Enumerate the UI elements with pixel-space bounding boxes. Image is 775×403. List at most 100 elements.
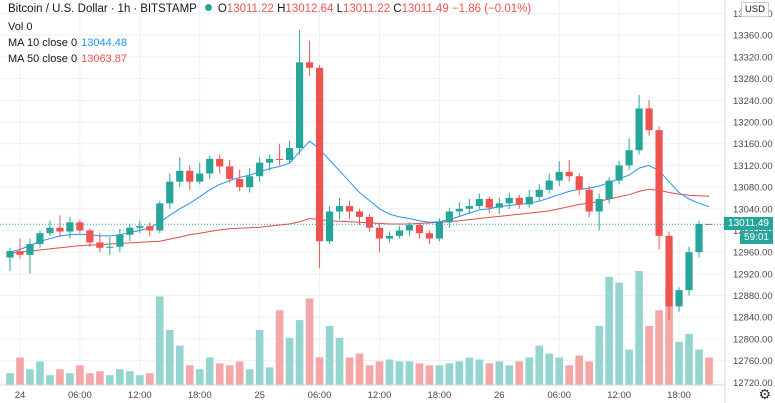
candle-body[interactable] <box>236 178 244 188</box>
candle-body[interactable] <box>186 170 194 182</box>
currency-label[interactable]: USD <box>740 2 769 17</box>
price-tick-label: 12920.00 <box>733 269 773 280</box>
candle-body[interactable] <box>216 158 224 167</box>
candle-body[interactable] <box>505 197 513 204</box>
candle-body[interactable] <box>206 158 214 174</box>
candle-body[interactable] <box>96 242 104 248</box>
volume-bar <box>36 361 44 385</box>
candle-body[interactable] <box>395 230 404 236</box>
candle-body[interactable] <box>555 171 563 181</box>
indicator-ma10[interactable]: MA 10 close 0 13044.48 <box>8 37 127 49</box>
candle-body[interactable] <box>575 176 583 190</box>
candle-body[interactable] <box>485 199 493 208</box>
candle-body[interactable] <box>625 150 633 166</box>
candle-body[interactable] <box>36 233 44 245</box>
volume-bar <box>56 369 64 385</box>
candle-body[interactable] <box>246 176 254 188</box>
candle-body[interactable] <box>56 227 64 232</box>
candle-body[interactable] <box>305 62 314 68</box>
candle-body[interactable] <box>675 290 683 307</box>
candle-body[interactable] <box>355 211 364 217</box>
volume-bar <box>505 365 514 385</box>
candle-body[interactable] <box>66 222 74 232</box>
candle-body[interactable] <box>176 170 184 182</box>
candle-body[interactable] <box>595 199 603 212</box>
candle-body[interactable] <box>565 171 573 177</box>
candle-body[interactable] <box>146 226 154 231</box>
candle-body[interactable] <box>445 211 453 223</box>
candle-body[interactable] <box>86 230 94 243</box>
candle-body[interactable] <box>26 244 34 255</box>
candle-body[interactable] <box>126 227 134 235</box>
price-tick-label: 13200.00 <box>733 118 773 129</box>
candle-body[interactable] <box>286 148 294 160</box>
candle-body[interactable] <box>465 206 473 209</box>
symbol-header: Bitcoin / U.S. Dollar · 1h · BITSTAMP O13011.… <box>8 3 532 15</box>
candle-body[interactable] <box>415 225 424 234</box>
candle-body[interactable] <box>46 227 54 234</box>
candle-body[interactable] <box>405 225 414 231</box>
candle-body[interactable] <box>425 233 433 239</box>
interval-label[interactable]: 1h <box>117 3 131 15</box>
volume-bar <box>255 329 264 385</box>
volume-bar <box>705 357 713 385</box>
volume-bar <box>26 369 34 385</box>
volume-bar <box>585 361 593 385</box>
candle-body[interactable] <box>685 252 693 291</box>
price-tick-label: 13320.00 <box>733 52 773 63</box>
candle-body[interactable] <box>455 208 463 212</box>
candle-body[interactable] <box>615 165 623 181</box>
candle-body[interactable] <box>695 223 703 253</box>
candle-body[interactable] <box>116 234 124 247</box>
candle-body[interactable] <box>325 211 334 242</box>
candle-body[interactable] <box>276 158 284 160</box>
volume-bar <box>545 353 554 385</box>
candle-body[interactable] <box>495 203 503 208</box>
candle-body[interactable] <box>156 203 164 231</box>
price-tick-label: 13080.00 <box>733 183 773 194</box>
candle-body[interactable] <box>525 196 533 205</box>
candle-body[interactable] <box>645 108 653 131</box>
volume-bar <box>625 349 633 385</box>
indicator-ma50[interactable]: MA 50 close 0 13063.87 <box>8 53 127 65</box>
candle-body[interactable] <box>106 246 114 248</box>
candle-body[interactable] <box>226 166 234 179</box>
candle-body[interactable] <box>535 189 543 197</box>
candle-body[interactable] <box>515 197 523 205</box>
candle-body[interactable] <box>315 67 324 242</box>
candle-body[interactable] <box>166 181 174 204</box>
candle-body[interactable] <box>605 180 613 200</box>
candle-body[interactable] <box>136 226 144 228</box>
candle-body[interactable] <box>385 235 394 239</box>
candle-body[interactable] <box>6 251 14 258</box>
candle-body[interactable] <box>16 251 24 255</box>
price-tick-label: 12720.00 <box>733 378 773 389</box>
volume-bar <box>445 363 454 385</box>
time-tick-label: 25 <box>254 390 265 401</box>
candle-body[interactable] <box>435 222 443 239</box>
candle-body[interactable] <box>665 235 673 307</box>
candle-body[interactable] <box>365 216 374 228</box>
candle-body[interactable] <box>475 199 483 207</box>
candle-body[interactable] <box>635 108 643 151</box>
candle-body[interactable] <box>196 173 204 182</box>
candle-body[interactable] <box>76 222 84 231</box>
gear-icon[interactable]: ⚙ <box>758 387 771 403</box>
time-tick-label: 12:00 <box>607 390 631 401</box>
candle-body[interactable] <box>256 162 264 177</box>
symbol-name[interactable]: Bitcoin / U.S. Dollar <box>8 3 108 15</box>
candle-body[interactable] <box>375 227 384 239</box>
last-price-label: 13011.49 <box>724 217 773 230</box>
candle-body[interactable] <box>266 158 274 163</box>
candle-body[interactable] <box>295 62 304 149</box>
indicator-vol[interactable]: Vol 0 <box>8 21 33 33</box>
candle-body[interactable] <box>335 206 344 212</box>
candle-body[interactable] <box>345 206 354 212</box>
volume-bar <box>175 345 184 385</box>
candle-body[interactable] <box>585 189 593 212</box>
candle-body[interactable] <box>655 130 663 236</box>
volume-bar <box>655 310 663 385</box>
candle-body[interactable] <box>545 180 553 190</box>
volume-bar <box>305 298 314 385</box>
